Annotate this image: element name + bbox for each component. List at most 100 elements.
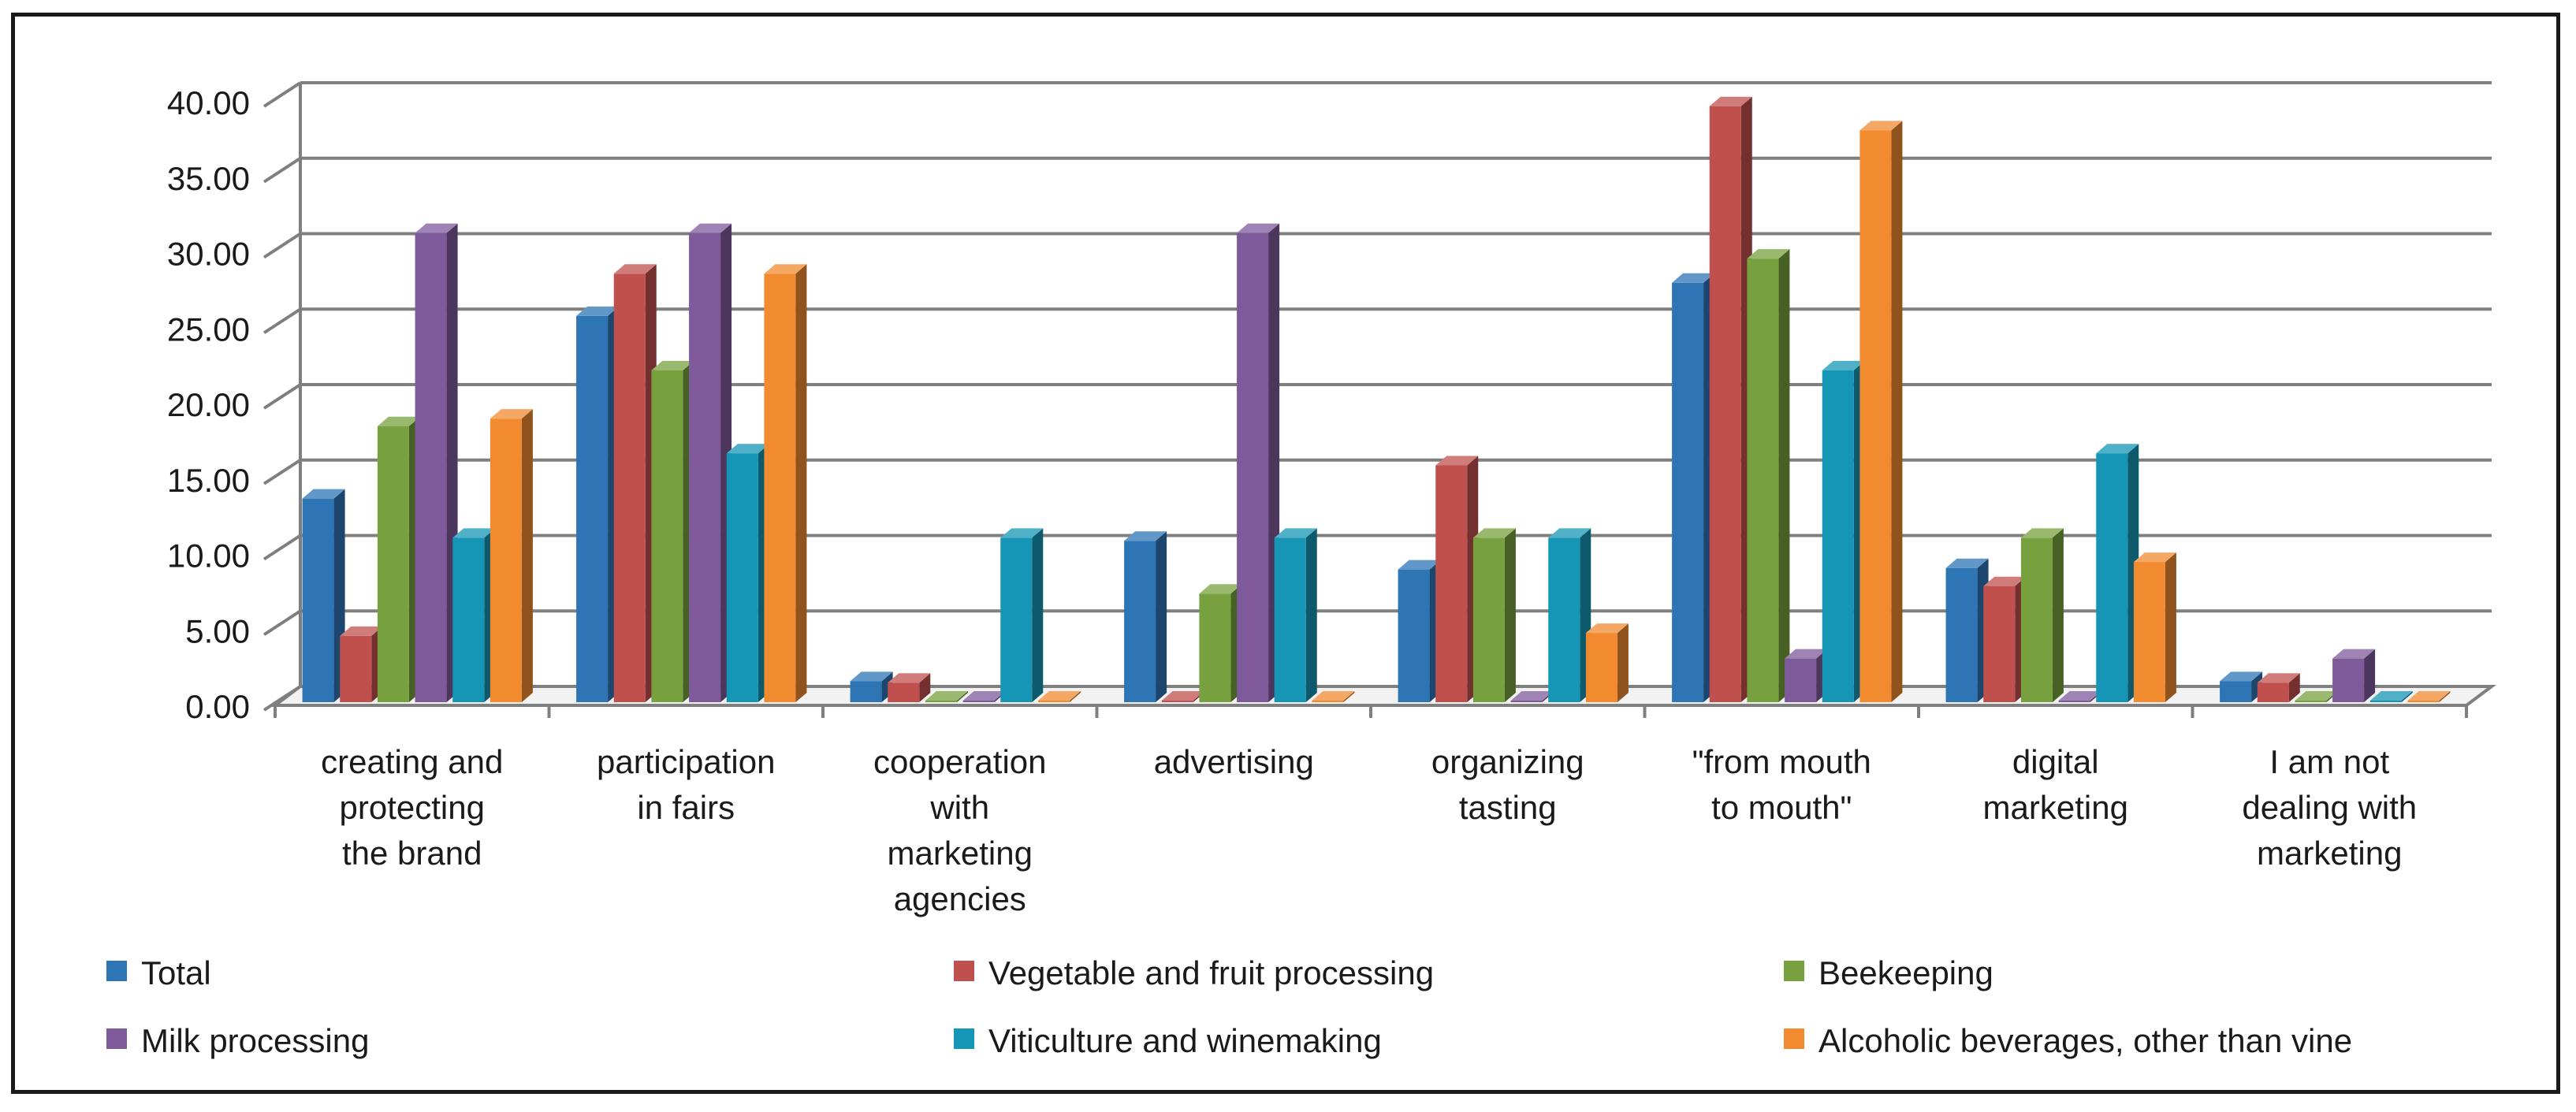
bar-side xyxy=(2364,649,2376,702)
gridline-edge xyxy=(262,534,302,561)
bar xyxy=(1585,623,1629,702)
bar-side xyxy=(1343,691,1355,702)
bar-top xyxy=(1124,531,1167,541)
bar-front xyxy=(962,701,995,702)
bar-front xyxy=(1822,370,1854,702)
bar-top xyxy=(1983,576,2027,586)
bar-side xyxy=(1617,623,1629,702)
bar-side xyxy=(1778,249,1790,702)
legend-item: Vegetable and fruit processing xyxy=(954,954,1434,991)
bar-front xyxy=(1548,537,1580,702)
bar-side xyxy=(2288,673,2300,702)
legend-label: Milk processing xyxy=(141,1022,369,1059)
bar xyxy=(302,489,345,702)
bar-top xyxy=(2058,691,2101,701)
bar-front xyxy=(490,418,522,702)
bar-front xyxy=(1237,232,1269,703)
bar xyxy=(850,671,893,702)
bar-top xyxy=(490,409,533,419)
bar-side xyxy=(795,264,807,702)
bar-side xyxy=(2052,528,2064,702)
bar-front xyxy=(764,273,796,702)
bar-front xyxy=(726,453,758,702)
x-category-label: participation in fairs xyxy=(597,743,775,826)
chart-frame: 0.00 5.00 10.00 15.00 20.00 25.00 30.00 35.00 40… xyxy=(11,13,2560,1094)
bar xyxy=(888,673,931,702)
gridline-edge xyxy=(262,609,302,636)
bar-top xyxy=(2133,552,2176,563)
bar-front xyxy=(925,701,957,702)
bar-front xyxy=(377,426,409,702)
y-tick-label: 20.00 xyxy=(167,386,250,423)
bar xyxy=(1199,584,1242,702)
bar xyxy=(452,528,496,702)
bar xyxy=(1983,576,2027,702)
bar-front xyxy=(651,370,683,702)
bar xyxy=(1785,649,1828,702)
bar-top xyxy=(1822,360,1865,370)
bar xyxy=(925,691,968,702)
bar xyxy=(1037,691,1081,702)
legend-swatch xyxy=(106,1028,127,1049)
bar xyxy=(651,360,694,702)
bar xyxy=(1672,273,1715,702)
bar-top xyxy=(888,673,931,683)
y-axis-tick-labels: 0.00 5.00 10.00 15.00 20.00 25.00 30.00 35.00 40… xyxy=(167,84,250,725)
gridline-edge xyxy=(262,307,302,334)
bar-side xyxy=(1305,528,1317,702)
y-tick-label: 25.00 xyxy=(167,311,250,348)
legend-swatch xyxy=(1784,1028,1804,1049)
legend-item: Total xyxy=(106,954,211,991)
bar xyxy=(1000,528,1044,702)
bar-front xyxy=(340,635,372,702)
bar-top xyxy=(1312,691,1355,701)
bar-front xyxy=(1983,586,2016,702)
bar-front xyxy=(1124,541,1156,702)
bar-top xyxy=(689,223,732,233)
bar-top xyxy=(1585,623,1629,634)
bar-top xyxy=(576,306,620,316)
bar-front xyxy=(452,537,485,702)
bar-side xyxy=(956,691,968,702)
bar xyxy=(2096,444,2139,702)
bar-top xyxy=(377,416,420,426)
bar-top xyxy=(1435,456,1479,466)
legend-item: Milk processing xyxy=(106,1022,369,1059)
legend-swatch xyxy=(106,961,127,981)
bar-front xyxy=(1785,658,1817,702)
bar xyxy=(1709,96,1752,703)
bar xyxy=(490,409,533,702)
bar xyxy=(415,223,458,703)
bar-side xyxy=(1032,528,1044,702)
y-tick-label: 5.00 xyxy=(185,612,250,649)
bar-front xyxy=(888,682,920,702)
bar xyxy=(1945,558,1989,702)
bar-top xyxy=(1672,273,1715,283)
bar xyxy=(1747,249,1790,702)
bar-side xyxy=(521,409,533,702)
bar xyxy=(2407,691,2451,702)
bar xyxy=(1472,528,1516,702)
bar-top xyxy=(1274,528,1317,538)
bar-front xyxy=(2369,701,2402,702)
bar-front xyxy=(1709,106,1741,702)
legend-label: Total xyxy=(141,954,211,991)
bar-top xyxy=(2220,671,2263,682)
x-category-label: cooperation with marketing agencies xyxy=(873,743,1047,917)
y-tick-label: 30.00 xyxy=(167,236,250,273)
bar-top xyxy=(2257,673,2300,683)
bar-front xyxy=(2407,701,2440,702)
gridline-edge xyxy=(262,157,302,184)
bar-front xyxy=(1747,258,1779,702)
bar xyxy=(1312,691,1355,702)
y-tick-label: 0.00 xyxy=(185,688,250,725)
bar-top xyxy=(1785,649,1828,659)
x-category-label: I am not dealing with marketing xyxy=(2242,743,2417,872)
bar-side xyxy=(2165,552,2176,702)
bar-top xyxy=(1510,691,1554,701)
bar-front xyxy=(2058,701,2090,702)
bar-front xyxy=(1037,701,1070,702)
bar-top xyxy=(340,626,383,636)
bar-front xyxy=(850,681,882,702)
bar xyxy=(1124,531,1167,702)
